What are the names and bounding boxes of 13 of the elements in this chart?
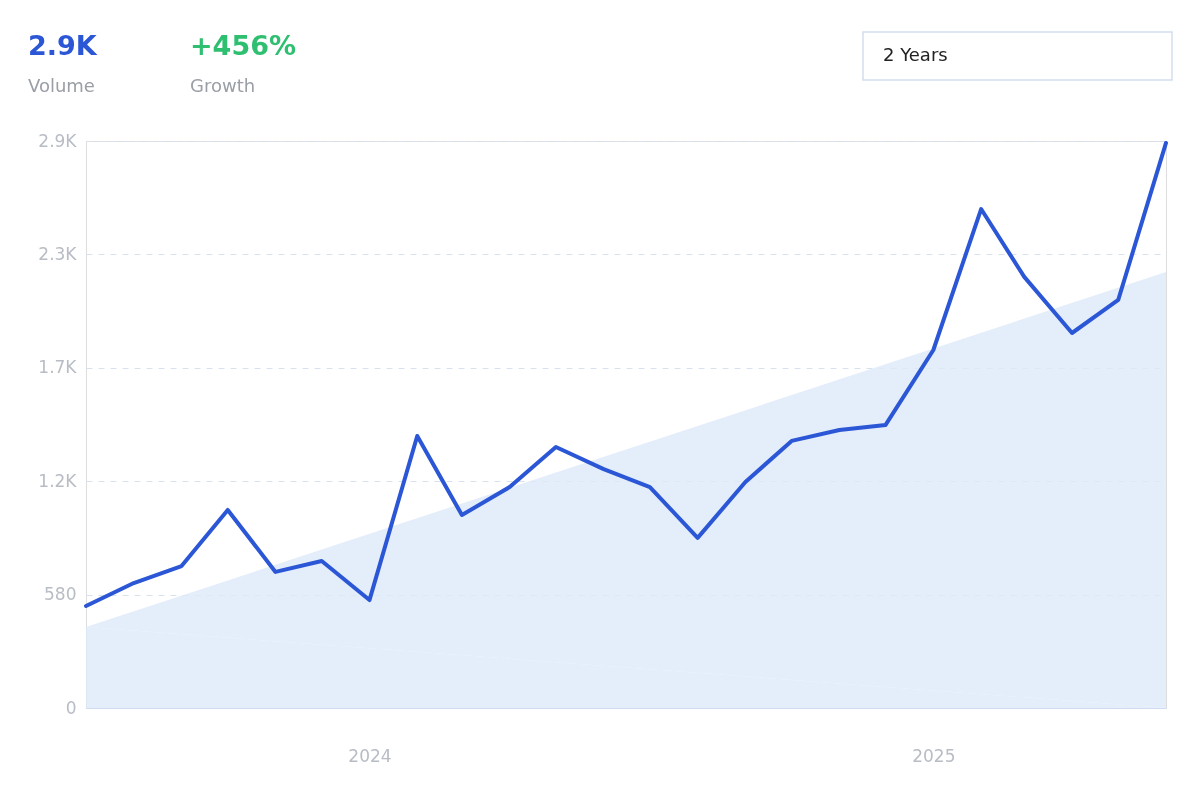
x-tick-label: 2025 [912, 745, 956, 766]
y-tick-label: 580 [44, 584, 77, 605]
text: +456% [190, 30, 297, 61]
line-series [84, 140, 1168, 608]
y-tick-label: 1.7K [38, 357, 78, 378]
x-tick-label: 2024 [348, 745, 392, 766]
y-tick-label: 0 [65, 697, 77, 718]
text: Volume [28, 75, 95, 96]
y-tick-label: 1.2K [38, 470, 78, 491]
y-tick-label: 2.9K [38, 130, 78, 151]
text: 2 Years [883, 44, 948, 65]
text: Growth [190, 75, 256, 96]
y-tick-label: 2.3K [38, 243, 78, 264]
